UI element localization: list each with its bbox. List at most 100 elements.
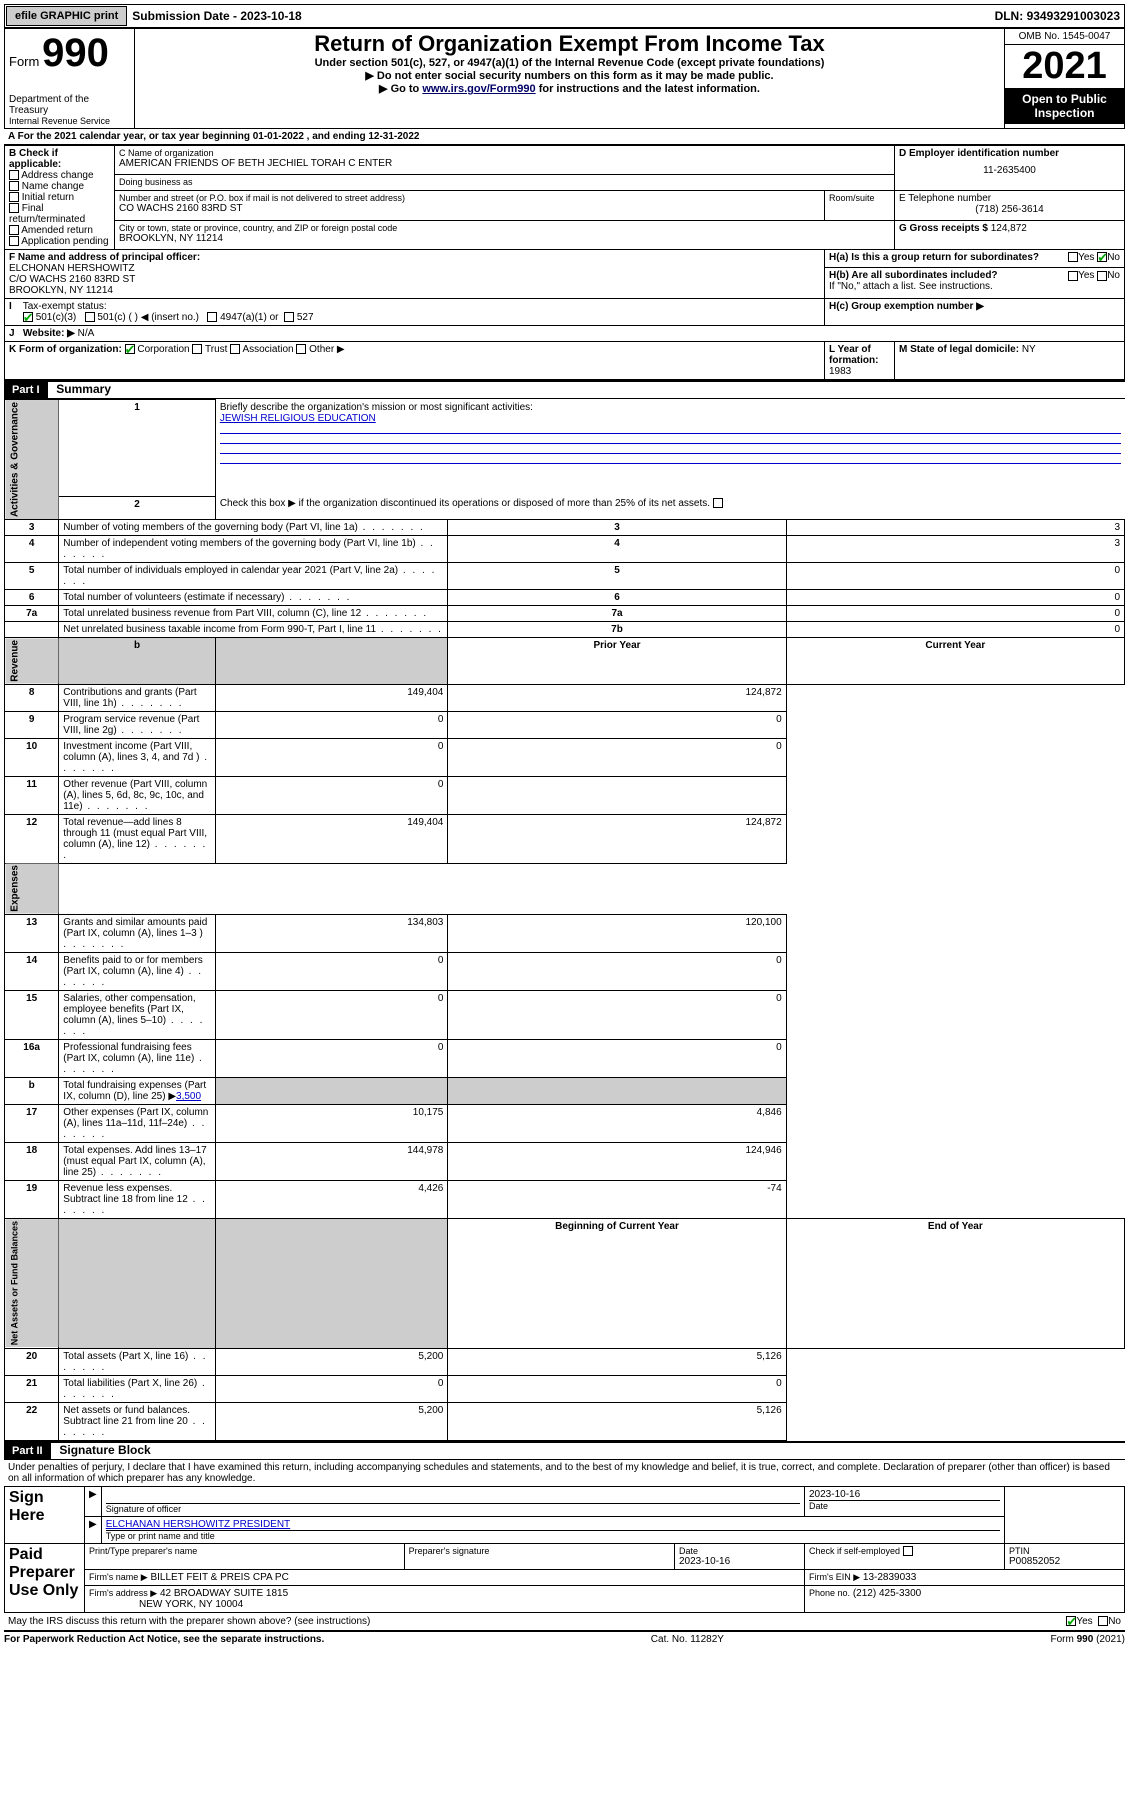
part2-header: Part II	[4, 1443, 51, 1459]
discuss-yes-label: Yes	[1076, 1616, 1092, 1627]
4947-checkbox[interactable]	[207, 312, 217, 322]
527-label: 527	[297, 312, 314, 323]
summary-row: 7aTotal unrelated business revenue from …	[5, 606, 1125, 622]
website-label: Website: ▶	[23, 328, 75, 339]
line-a: A For the 2021 calendar year, or tax yea…	[4, 129, 1125, 145]
hb-yes-checkbox[interactable]	[1068, 271, 1078, 281]
line2-checkbox[interactable]	[713, 498, 723, 508]
org-name-label: C Name of organization	[119, 148, 890, 158]
col-b: b	[59, 638, 216, 685]
side-revenue: Revenue	[5, 638, 59, 685]
dept-treasury: Department of the Treasury	[9, 94, 130, 116]
name-change-label: Name change	[22, 181, 84, 192]
row-num: 22	[5, 1402, 59, 1440]
firm-phone-label: Phone no.	[809, 1588, 850, 1598]
col-eoy: End of Year	[786, 1219, 1124, 1348]
k-corp-label: Corporation	[137, 344, 189, 355]
row-prior: 134,803	[215, 915, 448, 953]
paid-preparer-label: Paid Preparer Use Only	[5, 1543, 85, 1612]
summary-row: 5Total number of individuals employed in…	[5, 563, 1125, 590]
state-domicile-value: NY	[1022, 344, 1036, 355]
initial-return-checkbox[interactable]	[9, 192, 19, 202]
prep-name-label: Print/Type preparer's name	[89, 1546, 400, 1556]
discuss-yes-checkbox[interactable]	[1066, 1616, 1076, 1626]
summary-row: 10Investment income (Part VIII, column (…	[5, 738, 1125, 776]
row-label: Total number of individuals employed in …	[59, 563, 448, 590]
officer-addr2: BROOKLYN, NY 11214	[9, 285, 820, 296]
k-other-checkbox[interactable]	[296, 344, 306, 354]
summary-row: 15Salaries, other compensation, employee…	[5, 991, 1125, 1040]
row-prior: 0	[215, 776, 448, 814]
amended-return-checkbox[interactable]	[9, 225, 19, 235]
row-prior: 5,200	[215, 1348, 448, 1375]
k-trust-label: Trust	[205, 344, 227, 355]
summary-row: 17Other expenses (Part IX, column (A), l…	[5, 1105, 1125, 1143]
hb-note: If "No," attach a list. See instructions…	[829, 281, 993, 292]
501c3-label: 501(c)(3)	[36, 312, 77, 323]
k-corp-checkbox[interactable]	[125, 344, 135, 354]
ha-label: H(a) Is this a group return for subordin…	[829, 252, 1039, 263]
row-current: 0	[448, 738, 786, 776]
hb-no-label: No	[1107, 270, 1120, 281]
row-current: 4,846	[448, 1105, 786, 1143]
k-assoc-label: Association	[242, 344, 293, 355]
527-checkbox[interactable]	[284, 312, 294, 322]
self-employed-checkbox[interactable]	[903, 1546, 913, 1556]
sig-date-label: Date	[809, 1500, 1000, 1511]
summary-row: 3Number of voting members of the governi…	[5, 520, 1125, 536]
k-other-label: Other ▶	[309, 344, 344, 355]
row-label: Benefits paid to or for members (Part IX…	[59, 953, 216, 991]
row-current: 0	[448, 1375, 786, 1402]
address-change-checkbox[interactable]	[9, 170, 19, 180]
final-return-checkbox[interactable]	[9, 203, 19, 213]
row-num: 18	[5, 1143, 59, 1181]
summary-row: 16aProfessional fundraising fees (Part I…	[5, 1040, 1125, 1078]
row-current: 120,100	[448, 915, 786, 953]
year-formation-value: 1983	[829, 366, 851, 377]
application-pending-checkbox[interactable]	[9, 236, 19, 246]
summary-row: 8Contributions and grants (Part VIII, li…	[5, 684, 1125, 711]
final-return-label: Final return/terminated	[9, 203, 85, 225]
form-label: Form	[9, 54, 39, 69]
row-value: 0	[786, 563, 1124, 590]
row-num: 9	[5, 711, 59, 738]
501c3-checkbox[interactable]	[23, 312, 33, 322]
row-prior: 0	[215, 953, 448, 991]
row-prior: 0	[215, 991, 448, 1040]
ptin-label: PTIN	[1009, 1546, 1120, 1556]
name-change-checkbox[interactable]	[9, 181, 19, 191]
hb-no-checkbox[interactable]	[1097, 271, 1107, 281]
row-label: Investment income (Part VIII, column (A)…	[59, 738, 216, 776]
part1-header: Part I	[4, 382, 48, 398]
summary-row: 6Total number of volunteers (estimate if…	[5, 590, 1125, 606]
row-label: Professional fundraising fees (Part IX, …	[59, 1040, 216, 1078]
part1-summary-table: Activities & Governance 1 Briefly descri…	[4, 399, 1125, 1441]
city-value: BROOKLYN, NY 11214	[119, 233, 890, 244]
k-trust-checkbox[interactable]	[192, 344, 202, 354]
row-num: 21	[5, 1375, 59, 1402]
summary-row: 20Total assets (Part X, line 16)5,2005,1…	[5, 1348, 1125, 1375]
row-endnum: 5	[448, 563, 786, 590]
room-label: Room/suite	[829, 193, 890, 203]
discuss-no-checkbox[interactable]	[1098, 1616, 1108, 1626]
efile-print-button[interactable]: efile GRAPHIC print	[6, 6, 127, 26]
prep-self-employed: Check if self-employed	[809, 1546, 900, 1556]
officer-addr1: C/O WACHS 2160 83RD ST	[9, 274, 820, 285]
row-prior: 0	[215, 1375, 448, 1402]
row-label: Number of independent voting members of …	[59, 536, 448, 563]
line2-text: Check this box ▶ if the organization dis…	[215, 496, 1124, 519]
row-prior: 0	[215, 1040, 448, 1078]
hb-yes-label: Yes	[1078, 270, 1094, 281]
irs-form990-link[interactable]: www.irs.gov/Form990	[422, 83, 535, 95]
col-boy: Beginning of Current Year	[448, 1219, 786, 1348]
row-prior: 0	[215, 711, 448, 738]
officer-label: F Name and address of principal officer:	[9, 252, 820, 263]
row-endnum: 7b	[448, 622, 786, 638]
ha-yes-checkbox[interactable]	[1068, 252, 1078, 262]
row-value: 3	[786, 536, 1124, 563]
k-assoc-checkbox[interactable]	[230, 344, 240, 354]
row-label: Number of voting members of the governin…	[59, 520, 448, 536]
summary-row: 11Other revenue (Part VIII, column (A), …	[5, 776, 1125, 814]
501c-checkbox[interactable]	[85, 312, 95, 322]
ha-no-checkbox[interactable]	[1097, 252, 1107, 262]
